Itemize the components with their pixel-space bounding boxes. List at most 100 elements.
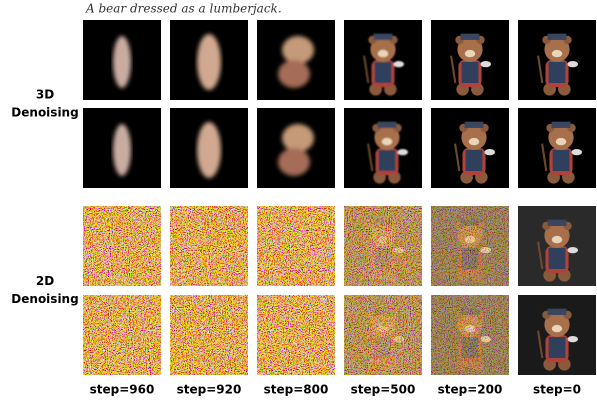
image-tile	[170, 108, 248, 188]
bear-hat	[461, 34, 480, 40]
blob-shape	[278, 60, 310, 88]
image-tile	[170, 295, 248, 375]
bear-arm	[572, 149, 583, 155]
bear-snout	[382, 138, 393, 145]
bear-arm	[481, 61, 492, 67]
noise	[344, 295, 422, 375]
noise	[431, 295, 509, 375]
tile-content	[344, 206, 422, 286]
bear-vest	[549, 248, 566, 269]
blob-shape	[113, 36, 131, 88]
section-label: 2D	[36, 274, 54, 288]
blob-shape	[282, 124, 314, 152]
tile-content	[83, 20, 161, 100]
tile-content	[518, 206, 596, 286]
column-label: step=920	[177, 383, 242, 397]
tile-content	[431, 20, 509, 100]
noise	[83, 295, 161, 375]
image-tile	[518, 206, 596, 286]
section-label: Denoising	[11, 106, 78, 120]
bear-snout	[469, 138, 480, 145]
image-tile	[431, 206, 509, 286]
tile-content	[344, 108, 422, 188]
noise	[257, 295, 335, 375]
blob	[113, 124, 131, 176]
bear-hat	[552, 122, 571, 128]
image-tile	[170, 206, 248, 286]
tile-content	[257, 20, 335, 100]
bear-snout	[552, 50, 563, 57]
image-tile	[257, 206, 335, 286]
caption: A bear dressed as a lumberjack.	[85, 2, 282, 16]
blob	[197, 122, 221, 178]
noise	[344, 206, 422, 286]
bear-hat	[374, 34, 393, 40]
bear-arm	[398, 149, 409, 155]
section-label: Denoising	[11, 292, 78, 306]
image-tile	[431, 295, 509, 375]
bear-arm	[485, 149, 496, 155]
bear-arm	[568, 336, 579, 342]
tile-content	[170, 108, 248, 188]
image-tile	[518, 295, 596, 375]
tile-content	[431, 108, 509, 188]
bear-snout	[552, 325, 563, 332]
image-tile	[344, 108, 422, 188]
image-tile	[344, 206, 422, 286]
image-tile	[431, 20, 509, 100]
tile-content	[344, 295, 422, 375]
noise	[83, 206, 161, 286]
noise	[257, 206, 335, 286]
bear-snout	[465, 50, 476, 57]
blob-shape	[282, 36, 314, 64]
bear-hat	[548, 34, 567, 40]
image-tile	[344, 295, 422, 375]
column-label: step=960	[90, 383, 155, 397]
tile-content	[257, 295, 335, 375]
blob	[197, 34, 221, 90]
noise	[170, 206, 248, 286]
noise	[431, 206, 509, 286]
bear-snout	[378, 50, 389, 57]
tile-content	[170, 20, 248, 100]
blob-shape	[197, 34, 221, 90]
bear-vest	[466, 150, 483, 171]
tile-content	[257, 108, 335, 188]
bear-vest	[462, 62, 479, 83]
tile-content	[170, 206, 248, 286]
column-label: step=200	[438, 383, 503, 397]
column-label: step=800	[264, 383, 329, 397]
noise	[170, 295, 248, 375]
tile-content	[170, 295, 248, 375]
bear-vest	[549, 62, 566, 83]
bear-arm	[568, 247, 579, 253]
tile-content	[83, 108, 161, 188]
tile-content	[518, 20, 596, 100]
image-tile	[83, 295, 161, 375]
bear-arm	[394, 61, 405, 67]
tile-content	[518, 295, 596, 375]
image-tile	[257, 108, 335, 188]
tile-content	[83, 295, 161, 375]
image-tile	[83, 206, 161, 286]
image-tile	[83, 20, 161, 100]
bear-arm	[568, 61, 579, 67]
tile-content	[83, 206, 161, 286]
bear-snout	[556, 138, 567, 145]
image-tile	[83, 108, 161, 188]
tile-content	[257, 206, 335, 286]
column-label: step=500	[351, 383, 416, 397]
tile-content	[518, 108, 596, 188]
bear-vest	[553, 150, 570, 171]
bear-hat	[465, 122, 484, 128]
image-tile	[257, 20, 335, 100]
image-tile	[170, 20, 248, 100]
column-label: step=0	[533, 383, 581, 397]
tile-content	[344, 20, 422, 100]
section-label: 3D	[36, 88, 54, 102]
tile-content	[431, 206, 509, 286]
bear-hat	[548, 309, 567, 315]
image-tile	[344, 20, 422, 100]
image-tile	[518, 20, 596, 100]
figure: A bear dressed as a lumberjack. 3D Denois…	[0, 0, 597, 402]
